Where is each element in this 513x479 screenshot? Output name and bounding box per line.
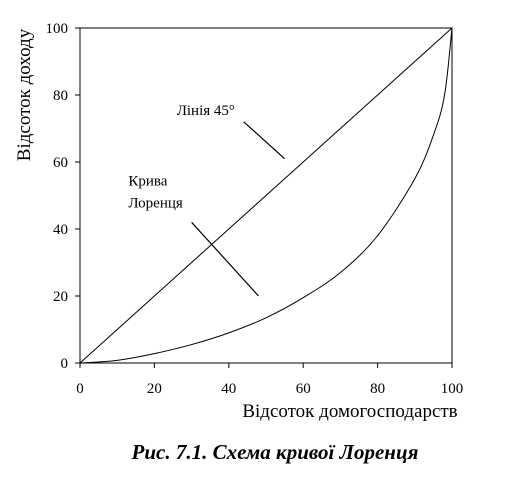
x-tick-label: 60 — [296, 381, 311, 397]
annotation-label: Лоренця — [128, 195, 183, 211]
x-tick-label: 0 — [76, 381, 84, 397]
y-tick-label: 40 — [53, 222, 68, 238]
annotation-label: Лінія 45° — [177, 103, 235, 119]
x-tick-label: 20 — [147, 381, 162, 397]
x-tick-label: 100 — [441, 381, 464, 397]
plot-frame — [79, 27, 453, 364]
x-tick-label: 80 — [370, 381, 385, 397]
y-tick-label: 20 — [53, 289, 68, 305]
annotation-leader-line — [243, 121, 286, 160]
lorenz-curve-line — [79, 27, 453, 364]
y-tick-label: 60 — [53, 155, 68, 171]
x-axis-ticks: 0 20 40 60 80 100 — [76, 363, 463, 397]
y-tick-label: 80 — [53, 88, 68, 104]
y-tick-label: 100 — [46, 21, 69, 37]
y-tick-label: 0 — [61, 356, 69, 372]
equality-line — [79, 27, 453, 364]
series-layer — [79, 27, 453, 364]
y-axis-ticks: 0 20 40 60 80 100 — [46, 21, 80, 372]
annotation-leader-line — [191, 221, 260, 297]
figure-caption: Рис. 7.1. Схема кривої Лоренця — [131, 440, 419, 464]
x-axis-title: Відсоток домогосподарств — [242, 401, 457, 422]
x-tick-label: 40 — [221, 381, 236, 397]
y-axis-title: Відсоток доходу — [14, 28, 35, 161]
annotation-label: Крива — [128, 173, 167, 189]
annotation-layer: Лінія 45° Крива Лоренця — [128, 103, 286, 297]
